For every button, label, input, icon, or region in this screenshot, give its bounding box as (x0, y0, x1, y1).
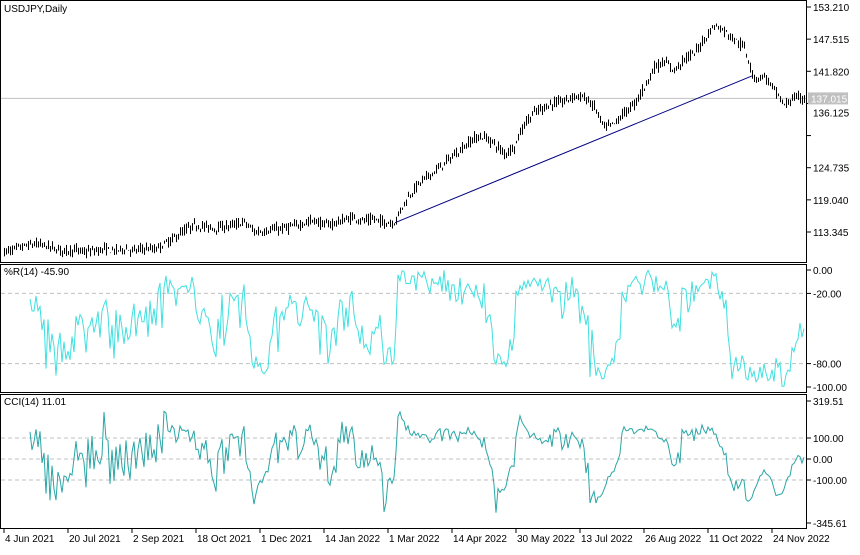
current-price-label: 137.015 (811, 94, 848, 105)
cci-label: CCI(14) 11.01 (4, 397, 67, 408)
cci-pane[interactable] (0, 394, 807, 529)
price-pane[interactable] (0, 0, 807, 263)
price-axis-label: 136.125 (813, 108, 850, 119)
price-axis-label: 141.820 (813, 67, 850, 78)
wr-label: %R(14) -45.90 (4, 267, 69, 278)
price-axis-label: 147.515 (813, 35, 850, 46)
time-axis-label: 26 Aug 2022 (645, 534, 702, 545)
cci-axis-label: -100.00 (813, 476, 847, 487)
time-axis-label: 20 Jul 2021 (69, 534, 121, 545)
wr-line (29, 269, 805, 387)
cci-axis-label: -345.61 (813, 519, 847, 530)
wr-axis-label: 0.00 (813, 266, 833, 277)
price-axis-label: 113.345 (813, 228, 849, 239)
wr-axis-label: -100.00 (813, 383, 847, 394)
wr-axis-label: -80.00 (813, 360, 842, 371)
time-axis-label: 14 Apr 2022 (453, 534, 507, 545)
time-axis-label: 1 Dec 2021 (261, 534, 313, 545)
time-axis-label: 14 Jan 2022 (325, 534, 380, 545)
price-axis-label: 119.040 (813, 196, 849, 207)
cci-axis-label: 0.00 (813, 455, 833, 466)
time-axis-label: 30 May 2022 (517, 534, 575, 545)
time-axis-label: 13 Jul 2022 (581, 534, 633, 545)
time-axis-label: 4 Jun 2021 (5, 534, 55, 545)
time-axis-label: 1 Mar 2022 (389, 534, 440, 545)
time-axis-label: 18 Oct 2021 (197, 534, 252, 545)
time-axis-label: 24 Nov 2022 (773, 534, 830, 545)
wr-pane[interactable] (0, 264, 807, 393)
price-axis-label: 153.210 (813, 3, 850, 14)
symbol-label: USDJPY,Daily (4, 4, 67, 15)
current-price-tag (808, 92, 848, 105)
price-axis-label: 124.735 (813, 164, 850, 175)
time-axis-label: 11 Oct 2022 (709, 534, 763, 545)
wr-axis-label: -20.00 (813, 289, 842, 300)
trendline (394, 75, 753, 224)
time-axis-label: 2 Sep 2021 (133, 534, 185, 545)
cci-axis-label: 319.51 (813, 397, 844, 408)
cci-axis-label: 100.00 (813, 434, 844, 445)
cci-line (29, 410, 805, 513)
